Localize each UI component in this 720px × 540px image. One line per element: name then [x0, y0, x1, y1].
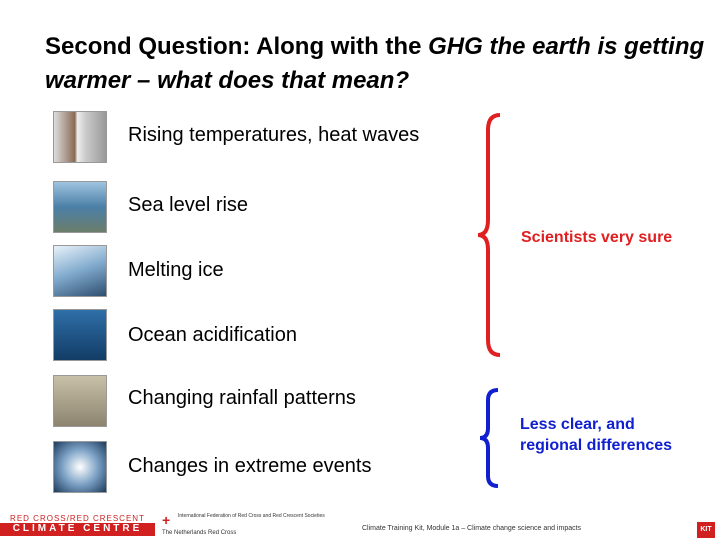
logo: RED CROSS/RED CRESCENT CLIMATE CENTRE: [0, 514, 155, 540]
ice-image: [53, 245, 107, 297]
logo-top: RED CROSS/RED CRESCENT: [10, 514, 145, 523]
item-label: Changing rainfall patterns: [128, 387, 356, 409]
slide-title: Second Question: Along with the GHG the …: [45, 30, 705, 98]
item-label: Rising temperatures, heat waves: [128, 124, 420, 146]
item-label: Melting ice: [128, 259, 224, 281]
title-italic: GHG the earth is getting warmer – what d…: [45, 33, 705, 94]
item-label: Ocean acidification: [128, 324, 297, 346]
ocean-image: [53, 309, 107, 361]
storm-image: [53, 441, 107, 493]
module: Climate Training Kit, Module 1a – Climat…: [362, 525, 582, 532]
group-label: Less clear, and regional differences: [520, 416, 673, 454]
federation: International Federation of Red Cross an…: [178, 513, 325, 519]
rainfall-image: [53, 375, 107, 427]
netherlands: The Netherlands Red Cross: [162, 530, 237, 536]
kit-badge: KIT: [697, 522, 715, 538]
logo-bottom: CLIMATE CENTRE: [0, 523, 155, 536]
item-label: Sea level rise: [128, 194, 249, 216]
thermometer-image: [53, 111, 107, 163]
red-brace: [477, 113, 501, 357]
red-cross-icon: +: [162, 512, 171, 528]
group-label: Scientists very sure: [521, 229, 673, 246]
blue-brace: [479, 388, 499, 488]
sea-image: [53, 181, 107, 233]
title-plain: Second Question: Along with the: [45, 33, 429, 60]
item-label: Changes in extreme events: [128, 455, 372, 477]
